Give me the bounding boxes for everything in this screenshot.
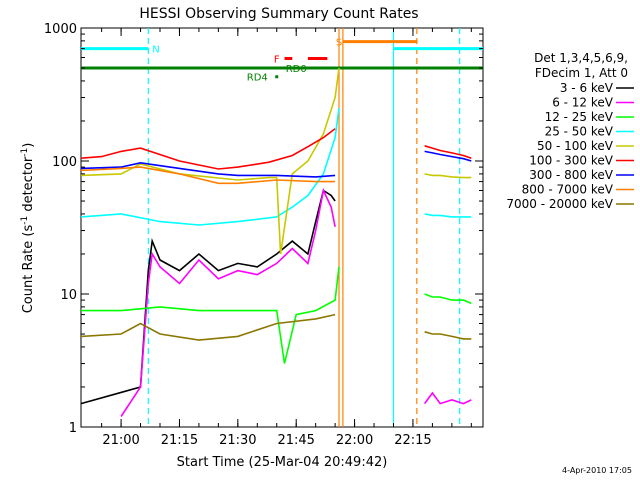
legend-label: 6 - 12 keV	[552, 96, 614, 110]
legend-label: 25 - 50 keV	[545, 125, 614, 139]
legend: Det 1,3,4,5,6,9, FDecim 1, Att 0 3 - 6 k…	[506, 51, 634, 211]
series-line	[80, 67, 340, 255]
legend-label: 50 - 100 keV	[537, 139, 614, 153]
y-tick-label: 1	[69, 421, 77, 436]
series-line	[81, 266, 340, 364]
series-line	[80, 313, 336, 341]
series-line-after-gap	[424, 150, 472, 162]
x-tick-label: 22:15	[394, 433, 431, 448]
series-line-after-gap	[424, 293, 472, 305]
x-tick-label: 22:00	[336, 433, 373, 448]
footer-timestamp: 4-Apr-2010 17:05	[562, 466, 632, 475]
x-tick-label: 21:45	[277, 433, 314, 448]
series-line-after-gap	[424, 213, 472, 218]
series-line-after-gap	[423, 391, 472, 405]
y-tick-label: 1000	[44, 22, 77, 37]
series-line-after-gap	[424, 173, 472, 179]
annotation-rd4: RD4	[247, 73, 268, 84]
legend-label: 7000 - 20000 keV	[506, 197, 613, 211]
x-axis-label: Start Time (25-Mar-04 20:49:42)	[177, 455, 388, 470]
series-line	[80, 189, 336, 405]
legend-label: 3 - 6 keV	[560, 81, 614, 95]
x-tick-label: 21:15	[161, 433, 198, 448]
x-tick-label: 21:00	[102, 433, 139, 448]
annotation-f: F	[274, 54, 280, 65]
y-tick-label: 100	[52, 155, 77, 170]
y-tick-label: 10	[60, 288, 77, 303]
series-line	[80, 166, 336, 185]
series-line	[80, 128, 336, 170]
x-tick-label: 21:30	[219, 433, 256, 448]
series-line-after-gap	[424, 331, 472, 340]
chart-title: HESSI Observing Summary Count Rates	[139, 6, 418, 22]
rd4-marker	[275, 75, 279, 79]
legend-label: 12 - 25 keV	[545, 110, 614, 124]
legend-header-line-2: FDecim 1, Att 0	[535, 66, 628, 80]
legend-label: 100 - 300 keV	[529, 154, 613, 168]
y-axis-label: Count Rate (s-1 detector-1)	[20, 143, 36, 314]
series-line	[120, 187, 336, 417]
annotation-s: S	[336, 38, 342, 49]
legend-label: 800 - 7000 keV	[522, 183, 614, 197]
annotation-n: N	[152, 45, 159, 56]
annotation-rd0: RD0	[286, 64, 307, 75]
legend-header-line-1: Det 1,3,4,5,6,9,	[534, 51, 628, 65]
series-line	[80, 107, 340, 226]
plot-frame	[80, 27, 484, 428]
series-line-after-gap	[424, 145, 472, 159]
series-line	[80, 161, 336, 178]
legend-label: 300 - 800 keV	[529, 168, 613, 182]
